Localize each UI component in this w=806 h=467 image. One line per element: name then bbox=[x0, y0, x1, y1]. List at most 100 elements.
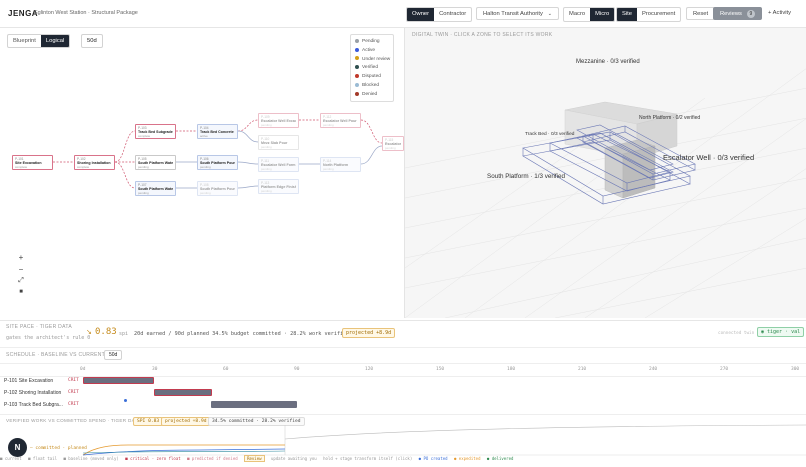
tab-macro[interactable]: Macro bbox=[569, 11, 586, 17]
verified-title: VERIFIED WORK VS COMMITTED SPEND · TIGER… bbox=[6, 418, 141, 423]
node-track-bed-subgrade[interactable]: P-103 Track Bed Subgrade complete bbox=[135, 124, 176, 139]
axis-tick: 120 bbox=[365, 367, 374, 372]
status-legend: Pending Active Under review Verified Dis… bbox=[350, 34, 394, 102]
schedule-row[interactable]: P-103 Track Bed Subgra... CRIT bbox=[0, 399, 806, 411]
legend-float-tail: ■ float tail bbox=[28, 456, 58, 461]
top-bar: JENGA Eglinton West Station · Structural… bbox=[0, 0, 806, 28]
schedule-days-button[interactable]: 50d bbox=[104, 350, 123, 360]
schedule-axis: 0d 30 60 90 120 150 180 210 240 270 300 bbox=[0, 363, 806, 377]
digital-twin-pane[interactable]: DIGITAL TWIN · CLICK A ZONE TO SELECT IT… bbox=[404, 28, 806, 318]
zone-label-mezzanine[interactable]: Mezzanine · 0/3 verified bbox=[576, 59, 640, 65]
node-south-platform-waterproof-2[interactable]: P-107 South Platform Waterp pending bbox=[135, 181, 176, 196]
tab-contractor[interactable]: Contractor bbox=[439, 11, 467, 17]
axis-tick: 240 bbox=[649, 367, 658, 372]
tab-procurement[interactable]: Procurement bbox=[642, 11, 676, 17]
schedule-row[interactable]: P-101 Site Excavation CRIT bbox=[0, 375, 806, 387]
authority-value: Halton Transit Authority bbox=[483, 11, 543, 17]
chevron-down-icon: ⌄ bbox=[547, 11, 552, 17]
tab-site[interactable]: Site bbox=[617, 8, 637, 21]
row-label: P-101 Site Excavation bbox=[4, 378, 54, 384]
verified-curve-chart bbox=[82, 424, 806, 456]
node-north-platform[interactable]: P-114 North Platform pending bbox=[320, 157, 361, 172]
axis-tick: 0d bbox=[80, 367, 86, 372]
blocked-dot-icon bbox=[355, 82, 359, 87]
lock-button[interactable]: ■ bbox=[19, 289, 23, 295]
crit-tag: CRIT bbox=[68, 378, 79, 383]
axis-tick: 300 bbox=[791, 367, 800, 372]
legend-delivered: ● delivered bbox=[486, 456, 514, 461]
zone-label-north-platform[interactable]: North Platform · 0/2 verified bbox=[639, 115, 701, 121]
node-escalator-well-excav[interactable]: P-109 Escalator Well Excav pending bbox=[258, 113, 299, 128]
axis-tick: 90 bbox=[294, 367, 300, 372]
legend-item: Verified bbox=[351, 64, 393, 73]
schedule-header: SCHEDULE · BASELINE VS CURRENT 50d bbox=[0, 347, 806, 362]
node-shoring-installation[interactable]: P-102 Shoring Installation complete bbox=[74, 155, 115, 170]
legend-po-created: ● PO created bbox=[418, 456, 448, 461]
authority-select[interactable]: Halton Transit Authority ⌄ bbox=[476, 7, 559, 20]
days-filter-button[interactable]: 50d bbox=[81, 34, 103, 48]
legend-item: Blocked bbox=[351, 82, 393, 91]
reset-button[interactable]: Reset bbox=[686, 7, 716, 20]
legend-predicted: ■ predicted if denied bbox=[187, 456, 238, 461]
scope-toggle: Macro Micro bbox=[563, 7, 616, 22]
axis-tick: 150 bbox=[436, 367, 445, 372]
zone-track-bed[interactable] bbox=[549, 124, 674, 192]
axis-tick: 270 bbox=[720, 367, 729, 372]
activity-button[interactable]: + Activity bbox=[762, 7, 798, 20]
node-escalator-well-pour[interactable]: P-112 Escalator Well Pour pending bbox=[320, 113, 361, 128]
legend-hold: hold + stage transform itself (click) bbox=[323, 456, 413, 461]
curve-legend-label: — committed · planned bbox=[30, 446, 87, 451]
tiger-data-badge[interactable]: ◉ tiger · val bbox=[757, 327, 805, 337]
zone-label-south-platform[interactable]: South Platform · 1/3 verified bbox=[487, 173, 566, 180]
canvas-view-toggle: Blueprint Logical bbox=[7, 34, 71, 48]
projected-badge: projected +8.9d bbox=[342, 328, 396, 338]
gantt-bar[interactable] bbox=[154, 389, 212, 396]
zoom-out-button[interactable]: − bbox=[18, 265, 24, 274]
legend-item: Disputed bbox=[351, 73, 393, 82]
legend-critical: ■ critical · zero float bbox=[125, 456, 181, 461]
legend-item: Denied bbox=[351, 91, 393, 100]
gantt-bar[interactable] bbox=[211, 401, 297, 408]
node-south-platform-pour[interactable]: P-106 South Platform Pour pending bbox=[197, 155, 238, 170]
tab-micro[interactable]: Micro bbox=[590, 8, 615, 21]
marker-dot-icon bbox=[124, 399, 127, 402]
schedule-row[interactable]: P-102 Shoring Installation CRIT bbox=[0, 387, 806, 402]
node-south-platform-pour-2[interactable]: P-108 South Platform Pour pending bbox=[197, 181, 238, 196]
zone-label-track-bed[interactable]: Track Bed · 0/3 verified bbox=[525, 132, 575, 137]
gantt-bar[interactable] bbox=[83, 377, 154, 384]
zone-north-platform[interactable] bbox=[582, 125, 696, 181]
active-dot-icon bbox=[355, 47, 359, 52]
brand-logo[interactable]: JENGA bbox=[8, 9, 39, 18]
legend-baseline: ■ baseline (moved only) bbox=[63, 456, 119, 461]
legend-item: Under review bbox=[351, 56, 393, 65]
role-toggle: Owner Contractor bbox=[406, 7, 473, 22]
fit-view-button[interactable]: ⤢ bbox=[18, 277, 24, 284]
digital-twin-label: DIGITAL TWIN · CLICK A ZONE TO SELECT IT… bbox=[412, 32, 553, 38]
dependency-canvas[interactable]: Blueprint Logical 50d Pending Active Und… bbox=[0, 28, 404, 318]
zone-label-escalator-well[interactable]: Escalator Well · 0/3 verified bbox=[663, 153, 755, 162]
tab-owner[interactable]: Owner bbox=[407, 8, 435, 21]
disputed-dot-icon bbox=[355, 73, 359, 78]
verified-work-panel: VERIFIED WORK VS COMMITTED SPEND · TIGER… bbox=[0, 414, 806, 467]
crit-tag: CRIT bbox=[68, 390, 79, 395]
zoom-in-button[interactable]: + bbox=[18, 253, 24, 262]
budget-badge: 34.5% committed · 28.2% verified bbox=[208, 417, 305, 426]
twin-3d-model bbox=[522, 101, 696, 205]
node-escalator-well-form[interactable]: P-111 Escalator Well Form pending bbox=[258, 157, 299, 172]
site-pace-subtitle: gates the architect's rule 0 bbox=[6, 335, 91, 341]
node-site-excavation[interactable]: P-101 Site Excavation complete bbox=[12, 155, 53, 170]
assistant-fab-button[interactable]: N bbox=[8, 438, 27, 457]
reviews-button[interactable]: Reviews 9 bbox=[713, 7, 763, 20]
tab-logical[interactable]: Logical bbox=[40, 35, 70, 47]
spi-unit: spi bbox=[119, 331, 129, 337]
twin-grid-canvas bbox=[405, 68, 806, 318]
node-mezz-slab-pour[interactable]: P-110 Mezz Slab Pour pending bbox=[258, 135, 299, 150]
node-south-platform-waterproof[interactable]: P-105 South Platform Waterp pending bbox=[135, 155, 176, 170]
crit-tag: CRIT bbox=[68, 402, 79, 407]
tab-blueprint[interactable]: Blueprint bbox=[13, 38, 36, 44]
axis-tick: 60 bbox=[223, 367, 229, 372]
schedule-title: SCHEDULE · BASELINE VS CURRENT bbox=[6, 352, 106, 358]
